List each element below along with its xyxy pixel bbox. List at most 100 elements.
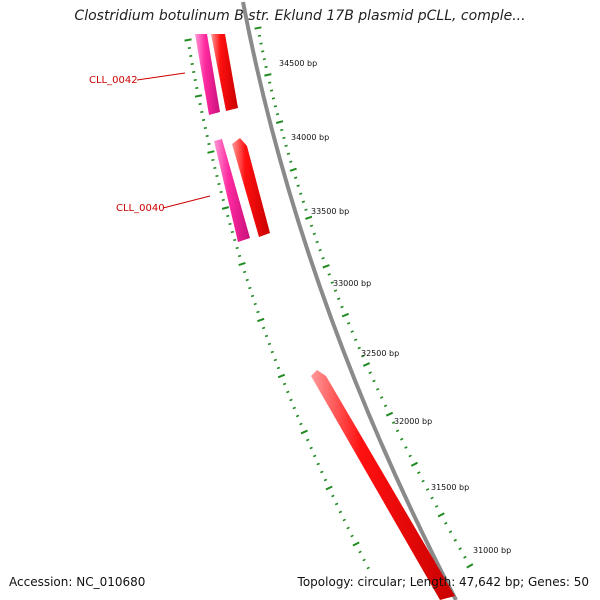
- inner-dot-34: [256, 310, 260, 314]
- inner-dot-25: [233, 238, 237, 242]
- outer-tick-12: [275, 120, 284, 124]
- outer-tick-19: [293, 176, 298, 179]
- outer-tick-25: [309, 224, 314, 228]
- inner-dot-22: [226, 214, 230, 218]
- outer-tick-32: [330, 281, 334, 284]
- outer-tick-66: [466, 563, 474, 569]
- outer-tick-52: [404, 446, 408, 449]
- outer-tick-65: [463, 555, 467, 559]
- inner-dotted-ring: [184, 38, 370, 570]
- inner-dot-24: [230, 230, 235, 234]
- inner-dot-7: [194, 94, 203, 98]
- inner-dot-28: [238, 261, 246, 267]
- outer-tick-56: [421, 479, 425, 483]
- tick-label-34500: 34500 bp: [279, 59, 317, 68]
- inner-dot-57: [331, 494, 335, 498]
- outer-tick-50: [395, 429, 400, 433]
- inner-dot-36: [261, 326, 266, 330]
- outer-tick-61: [444, 521, 448, 525]
- inner-dot-54: [320, 470, 324, 474]
- inner-dot-55: [323, 478, 328, 482]
- inner-dot-12: [205, 134, 209, 138]
- outer-tick-36: [341, 312, 349, 318]
- inner-dot-44: [286, 390, 290, 394]
- inner-dot-39: [270, 350, 274, 354]
- inner-dot-29: [242, 270, 247, 274]
- inner-dot-50: [305, 438, 310, 442]
- outer-tick-39: [353, 338, 358, 342]
- inner-dot-9: [200, 110, 204, 114]
- outer-tick-5: [264, 65, 268, 69]
- outer-tick-59: [434, 504, 439, 508]
- inner-dot-32: [250, 294, 255, 298]
- outer-tick-26: [312, 232, 316, 236]
- outer-tick-28: [318, 248, 322, 252]
- inner-dot-2: [189, 54, 193, 58]
- inner-dot-63: [352, 541, 360, 547]
- inner-dot-1: [187, 46, 191, 50]
- outer-tick-4: [262, 58, 266, 61]
- tick-label-31000: 31000 bp: [473, 546, 511, 555]
- tick-label-33500: 33500 bp: [311, 207, 349, 216]
- outer-tick-58: [430, 496, 434, 500]
- outer-tick-24: [305, 215, 313, 220]
- outer-tick-48: [385, 411, 394, 417]
- inner-dot-3: [190, 62, 194, 66]
- outer-tick-62: [448, 530, 453, 534]
- inner-dot-30: [245, 278, 249, 282]
- inner-dot-38: [267, 342, 272, 346]
- outer-tick-49: [391, 421, 396, 424]
- outer-tick-3: [261, 50, 265, 53]
- inner-dot-61: [346, 526, 350, 530]
- outer-tick-17: [289, 160, 293, 163]
- outer-tick-53: [408, 454, 412, 458]
- outer-tick-47: [383, 404, 388, 408]
- accession-text: Accession: NC_010680: [9, 575, 146, 589]
- inner-dot-41: [276, 366, 281, 370]
- outer-tick-13: [280, 128, 284, 132]
- inner-dot-37: [264, 334, 269, 338]
- inner-dot-49: [300, 429, 308, 435]
- inner-dot-20: [221, 198, 225, 202]
- outer-tick-10: [273, 105, 278, 108]
- inner-dot-31: [248, 286, 252, 290]
- inner-dot-27: [237, 254, 242, 258]
- outer-tick-ring: [254, 26, 474, 569]
- outer-tick-63: [453, 538, 457, 542]
- outer-tick-33: [333, 289, 338, 292]
- inner-dot-10: [201, 118, 206, 122]
- outer-tick-7: [268, 81, 272, 84]
- outer-tick-42: [362, 362, 371, 367]
- inner-dot-16: [213, 166, 217, 170]
- outer-tick-2: [259, 42, 263, 45]
- map-title: Clostridium botulinum B str. Eklund 17B …: [74, 8, 526, 24]
- inner-dot-43: [282, 382, 287, 386]
- outer-tick-22: [301, 200, 306, 203]
- outer-tick-55: [417, 471, 421, 475]
- outer-tick-31: [327, 273, 331, 276]
- tick-label-34000: 34000 bp: [291, 133, 329, 142]
- inner-dot-35: [257, 317, 265, 323]
- outer-tick-51: [400, 437, 404, 441]
- inner-dot-65: [362, 558, 366, 562]
- gene-forward-1: [211, 34, 238, 111]
- outer-tick-23: [304, 208, 308, 211]
- outer-tick-38: [350, 330, 354, 333]
- outer-tick-16: [286, 152, 291, 155]
- outer-tick-60: [437, 512, 445, 518]
- tick-label-31500: 31500 bp: [431, 483, 469, 492]
- outer-tick-35: [340, 305, 344, 309]
- inner-dot-26: [235, 246, 239, 250]
- inner-dot-64: [358, 550, 362, 554]
- outer-tick-0: [254, 26, 262, 30]
- outer-tick-1: [257, 34, 262, 37]
- inner-dot-42: [277, 373, 286, 379]
- inner-dot-59: [338, 510, 343, 514]
- outer-tick-27: [315, 240, 319, 244]
- inner-dot-58: [334, 502, 339, 506]
- outer-tick-41: [361, 354, 365, 358]
- inner-dot-14: [207, 150, 215, 154]
- inner-dot-47: [295, 414, 300, 418]
- inner-dot-62: [350, 534, 354, 538]
